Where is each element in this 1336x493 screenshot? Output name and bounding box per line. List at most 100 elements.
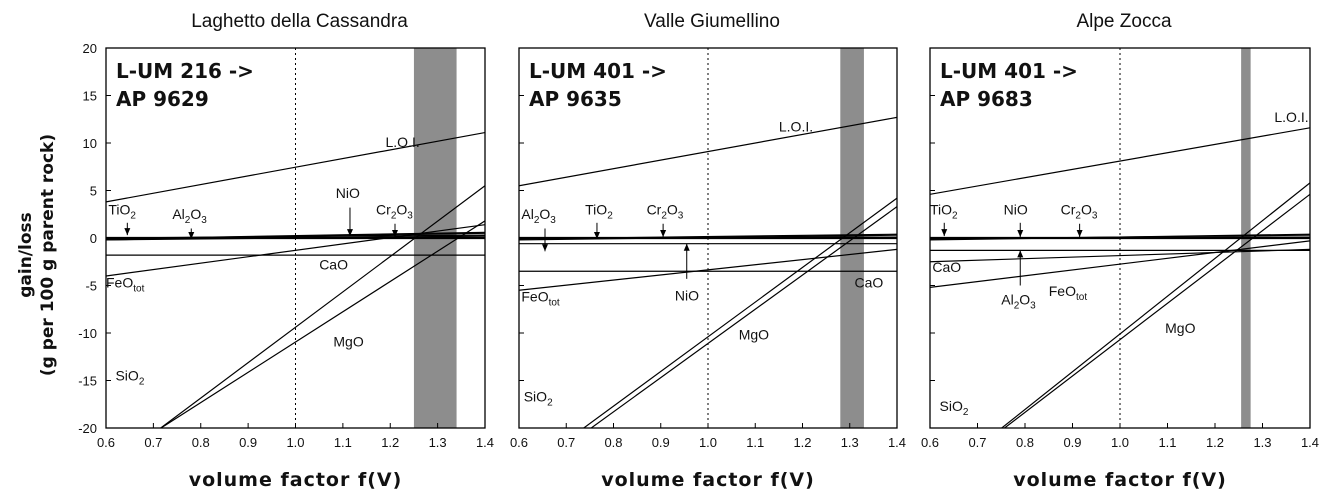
x-tick-label: 0.7 (557, 435, 575, 450)
annotation-label-mgo: MgO (739, 327, 769, 343)
series-line-l-o-i (519, 116, 897, 187)
annotation-label-sio2: SiO2 (524, 388, 553, 408)
annotation-arrowhead (541, 244, 548, 252)
sample-label-line1: L-UM 401 -> (940, 59, 1078, 83)
series-line-feotot (930, 240, 1310, 288)
chart-panel-3: 0.6 0.7 0.8 0.9 1.0 1.1 1.2 1.3 1.4 Alpe Zocca vol… (921, 11, 1319, 491)
x-tick-label: 0.8 (1016, 435, 1034, 450)
annotation-label-cao: CaO (854, 274, 883, 290)
series-line-cr2o3 (930, 233, 1310, 241)
x-axis-label: volume factor f(V) (601, 469, 815, 491)
series-lines (519, 116, 897, 428)
series-line-l-o-i (930, 127, 1310, 195)
annotation-arrowhead (1076, 230, 1083, 238)
y-axis-label: gain/loss (g per 100 g parent rock) (16, 134, 58, 376)
annotation-label-al2o3: Al2O3 (521, 206, 556, 226)
annotation-label-tio2: TiO2 (108, 201, 136, 221)
annotation-label-sio2: SiO2 (940, 398, 969, 418)
annotation-arrowhead (1017, 230, 1024, 238)
annotation-label-nio: NiO (1004, 201, 1028, 217)
x-tick-label: 1.2 (793, 435, 811, 450)
x-tick-label: 0.9 (652, 435, 670, 450)
x-tick-label: 1.1 (334, 435, 352, 450)
x-axis-label: volume factor f(V) (1013, 469, 1227, 491)
series-line-cr2o3 (106, 232, 485, 241)
annotation-label-nio: NiO (336, 185, 360, 201)
x-tick-label: 1.2 (381, 435, 399, 450)
x-tick-label: 0.7 (144, 435, 162, 450)
series-line-l-o-i (106, 131, 485, 203)
x-tick-label: 1.0 (1111, 435, 1129, 450)
annotation-label-l-o-i: L.O.I. (779, 119, 813, 135)
annotation-label-l-o-i: L.O.I. (1274, 109, 1308, 125)
chart-panel-1: 0.6 0.7 0.8 0.9 1.0 1.1 1.2 1.3 1.4 20 15 10 5 0 -5 -10… (78, 11, 494, 491)
y-tick-label: 0 (90, 231, 97, 246)
x-tick-label: 0.8 (604, 435, 622, 450)
annotation-arrowhead (391, 230, 398, 238)
series-line-sio2 (1003, 193, 1310, 428)
series-line-mgo (159, 185, 485, 428)
annotation-label-feotot: FeOtot (521, 289, 560, 309)
y-tick-label: 5 (90, 184, 97, 199)
annotation-label-feotot: FeOtot (106, 274, 145, 294)
y-tick-label: 20 (83, 41, 97, 56)
x-tick-label: 1.4 (1301, 435, 1319, 450)
x-tick-label: 1.3 (841, 435, 859, 450)
annotation-arrowhead (1017, 250, 1024, 258)
sample-label-line2: AP 9683 (940, 87, 1033, 111)
x-tick-label: 1.4 (476, 435, 494, 450)
y-tick-label: -15 (78, 374, 97, 389)
x-tick-label: 1.2 (1206, 435, 1224, 450)
annotation-label-mgo: MgO (333, 333, 363, 349)
annotation-label-al2o3: Al2O3 (172, 206, 207, 226)
panel-title: Laghetto della Cassandra (191, 11, 408, 32)
x-tick-label: 0.9 (239, 435, 257, 450)
annotation-label-cr2o3: Cr2O3 (376, 201, 413, 221)
x-tick-label: 1.3 (429, 435, 447, 450)
y-tick-label: 15 (83, 89, 97, 104)
sample-label-line1: L-UM 216 -> (116, 59, 254, 83)
x-tick-label: 1.3 (1253, 435, 1271, 450)
y-axis-label-line1: gain/loss (16, 212, 36, 298)
annotation-label-cr2o3: Cr2O3 (647, 201, 684, 221)
sample-label-line2: AP 9635 (529, 87, 622, 111)
x-tick-label: 1.1 (746, 435, 764, 450)
series-line-mgo (1000, 182, 1310, 428)
y-tick-label: -10 (78, 326, 97, 341)
annotation-arrowhead (124, 228, 131, 236)
y-tick-label: 10 (83, 136, 97, 151)
annotation-label-l-o-i: L.O.I. (386, 134, 420, 150)
x-tick-label: 1.1 (1158, 435, 1176, 450)
series-line-mgo (582, 197, 897, 428)
series-line-sio2 (159, 220, 485, 428)
annotation-label-nio: NiO (675, 288, 699, 304)
x-tick-label: 0.6 (97, 435, 115, 450)
x-tick-label: 0.8 (192, 435, 210, 450)
y-tick-label: -5 (85, 279, 97, 294)
x-axis-label: volume factor f(V) (189, 469, 403, 491)
x-tick-label: 0.7 (968, 435, 986, 450)
y-tick-label: -20 (78, 421, 97, 436)
x-tick-label: 0.6 (921, 435, 939, 450)
annotation-arrowhead (660, 230, 667, 238)
chart-panel-2: 0.6 0.7 0.8 0.9 1.0 1.1 1.2 1.3 1.4 Valle Giumell… (510, 11, 906, 491)
sample-label-line1: L-UM 401 -> (529, 59, 667, 83)
series-line-cr2o3 (519, 233, 897, 240)
y-axis-label-line2: (g per 100 g parent rock) (38, 134, 58, 376)
annotation-label-tio2: TiO2 (930, 201, 958, 221)
series-lines (106, 131, 485, 428)
annotation-arrowhead (346, 229, 353, 237)
annotation-arrowhead (941, 229, 948, 237)
annotation-label-cao: CaO (932, 259, 961, 275)
series-lines (930, 127, 1310, 428)
x-tick-label: 1.0 (699, 435, 717, 450)
series-line-sio2 (590, 206, 897, 428)
x-tick-label: 0.9 (1063, 435, 1081, 450)
annotation-label-al2o3: Al2O3 (1001, 292, 1036, 312)
series-line-cao (930, 248, 1310, 263)
annotation-label-sio2: SiO2 (115, 368, 144, 388)
annotation-label-cao: CaO (319, 256, 348, 272)
x-tick-label: 1.4 (888, 435, 906, 450)
annotation-label-tio2: TiO2 (585, 201, 613, 221)
